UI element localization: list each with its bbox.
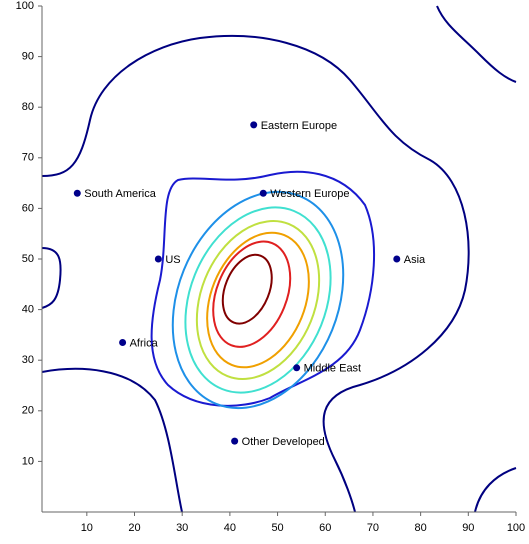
point-label: Other Developed (242, 436, 325, 448)
contours (41, 5, 517, 513)
y-tick-label: 80 (22, 101, 34, 113)
y-tick-label: 20 (22, 405, 34, 417)
contour (184, 206, 332, 394)
contour (474, 467, 517, 513)
y-tick-label: 30 (22, 354, 34, 366)
y-tick-label: 100 (16, 0, 34, 12)
contour (195, 220, 321, 380)
point-label: Western Europe (270, 188, 349, 200)
point (231, 437, 239, 445)
x-tick-label: 100 (507, 522, 525, 534)
point (119, 338, 127, 346)
point (259, 189, 267, 197)
y-tick-label: 40 (22, 304, 34, 316)
point-label: Middle East (304, 363, 361, 375)
x-tick-label: 90 (462, 522, 474, 534)
point-label: South America (84, 188, 156, 200)
contour (212, 240, 292, 348)
contour (221, 253, 273, 325)
x-tick-label: 40 (224, 522, 236, 534)
contour (41, 247, 62, 309)
point (293, 364, 301, 372)
contour (41, 34, 470, 513)
contour (41, 367, 183, 513)
x-tick-label: 50 (271, 522, 283, 534)
y-tick-label: 50 (22, 253, 34, 265)
point-label: US (165, 254, 180, 266)
contour (171, 190, 345, 410)
x-tick-label: 20 (128, 522, 140, 534)
point-label: Asia (404, 254, 426, 266)
y-tick-label: 10 (22, 455, 34, 467)
y-tick-label: 90 (22, 51, 34, 63)
contour (150, 170, 376, 407)
x-tick-label: 10 (81, 522, 93, 534)
point-label: Africa (130, 337, 159, 349)
point (250, 121, 258, 129)
y-tick-label: 60 (22, 202, 34, 214)
point (393, 255, 401, 263)
x-tick-label: 80 (415, 522, 427, 534)
point-label: Eastern Europe (261, 120, 337, 132)
y-tick-label: 70 (22, 152, 34, 164)
contour (436, 5, 517, 83)
x-tick-label: 70 (367, 522, 379, 534)
point (154, 255, 162, 263)
x-tick-label: 60 (319, 522, 331, 534)
x-tick-label: 30 (176, 522, 188, 534)
point (73, 189, 81, 197)
